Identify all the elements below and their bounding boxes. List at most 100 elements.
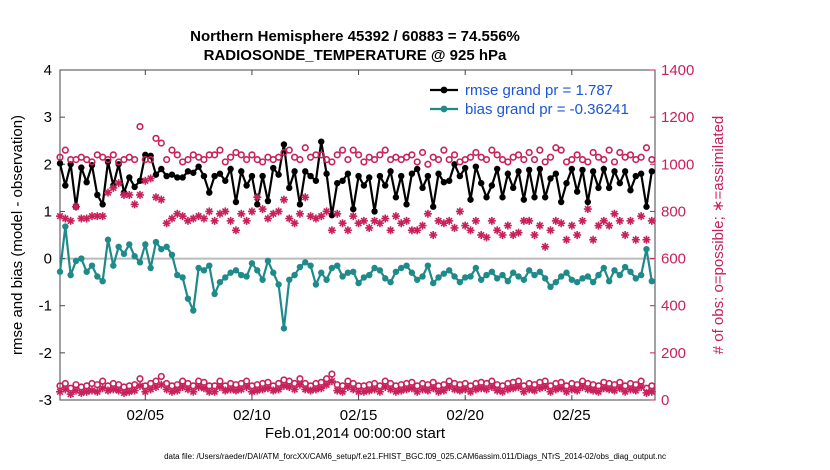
data-point [339,177,346,184]
data-point-star [375,387,384,396]
data-point-circle [520,155,528,164]
data-point [589,278,597,286]
data-point [296,201,304,208]
data-point-circle [274,153,283,161]
legend-label: rmse grand pr = 1.787 [465,82,613,99]
data-point [62,223,69,230]
data-point-star [258,205,267,214]
data-point-circle [99,377,107,385]
data-point [99,201,106,208]
y-right-tick-label: 600 [661,251,686,268]
data-point-star [274,207,283,216]
data-point-star [338,219,347,228]
data-point-circle [157,139,165,147]
data-point [392,194,400,201]
data-point [104,236,112,243]
data-point-circle [445,155,453,164]
data-point [648,278,656,285]
data-point-star [189,387,198,396]
data-point-star [295,380,304,389]
data-point [248,172,256,180]
data-point [488,182,496,189]
data-point [136,259,144,266]
data-point [376,172,384,180]
data-point [147,264,154,272]
data-point-star [221,207,230,216]
data-point-star [498,387,507,396]
data-point [286,276,293,283]
data-point-star [135,381,144,390]
data-point-star [439,386,448,395]
data-point-star [279,381,288,390]
data-point-circle [408,151,416,159]
data-point [605,278,613,285]
data-point-circle [440,146,448,154]
data-point-circle [557,146,565,154]
data-point [616,179,624,187]
data-point-star [631,386,640,395]
data-point [382,182,389,189]
data-point [142,241,149,248]
data-point-star [407,384,416,393]
legend-marker [440,105,448,113]
x-tick-label: 02/05 [127,407,165,424]
data-point-circle [61,146,69,154]
data-point [509,269,517,276]
y-right-tick-label: 1200 [661,109,694,126]
data-point-star [455,207,464,216]
data-point-star [162,219,171,228]
data-point [184,295,192,302]
data-point [419,273,426,280]
data-point-star [205,207,214,216]
data-point-circle [248,151,256,159]
data-point-star [621,231,630,239]
data-point-circle [568,155,576,164]
data-point [318,269,325,276]
data-point [259,172,266,180]
data-point-circle [227,153,235,161]
data-point-star [471,216,480,225]
data-point [248,260,256,267]
data-point-star [173,386,182,395]
data-point [419,184,426,192]
data-point [126,241,133,248]
data-point [382,275,389,282]
data-point-star [487,383,496,392]
data-point-star [242,383,251,392]
data-point-star [402,216,411,225]
data-point [483,271,490,279]
data-point-star [429,384,438,393]
data-point [520,196,528,203]
data-point [206,189,213,196]
data-point-star [56,212,64,221]
data-point [525,267,533,274]
data-point [78,255,85,262]
data-point-star [226,216,235,225]
data-point [179,174,186,181]
data-point [595,271,602,279]
data-point [504,170,512,177]
data-point-circle [88,158,96,166]
data-point-circle [109,151,117,159]
data-point [472,163,480,170]
data-point [461,164,469,172]
data-point-star [199,384,208,393]
data-point-star [429,231,438,239]
data-point-circle [514,151,523,159]
data-point [579,166,586,174]
data-point-star [327,226,336,235]
data-point [190,307,197,314]
data-point [152,171,160,178]
data-point-star [482,233,491,242]
data-point [430,279,437,287]
data-point [414,276,421,283]
data-point-circle [147,155,155,164]
data-point-star [594,387,603,396]
data-point [387,278,394,286]
data-point-star [567,221,576,230]
data-point-star [482,385,491,394]
data-point-star [381,214,390,223]
data-point-star [130,200,139,209]
data-point [291,271,298,279]
data-point [254,201,261,208]
